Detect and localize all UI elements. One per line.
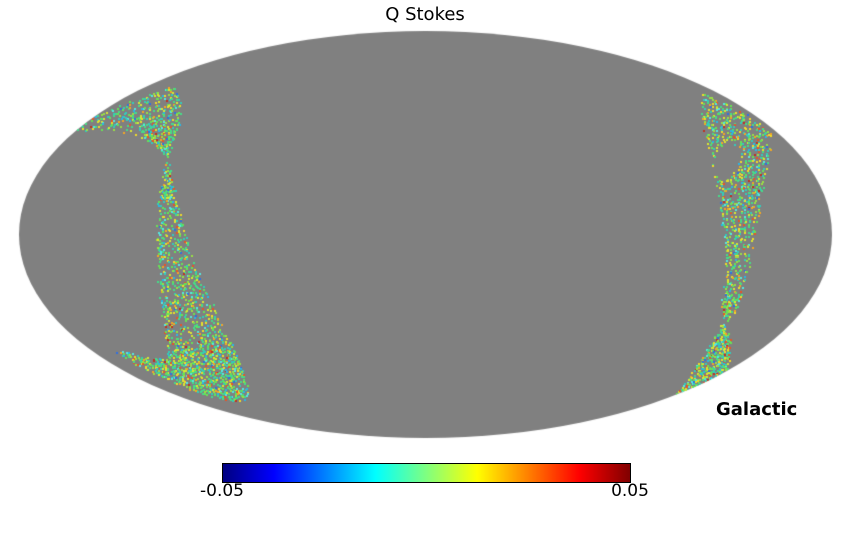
colorbar-max-label: 0.05 [611, 481, 649, 501]
colorbar-min-label: -0.05 [200, 481, 244, 501]
sky-map-canvas [0, 0, 850, 460]
colorbar-gradient [222, 463, 631, 483]
coordinate-system-label: Galactic [716, 399, 798, 420]
